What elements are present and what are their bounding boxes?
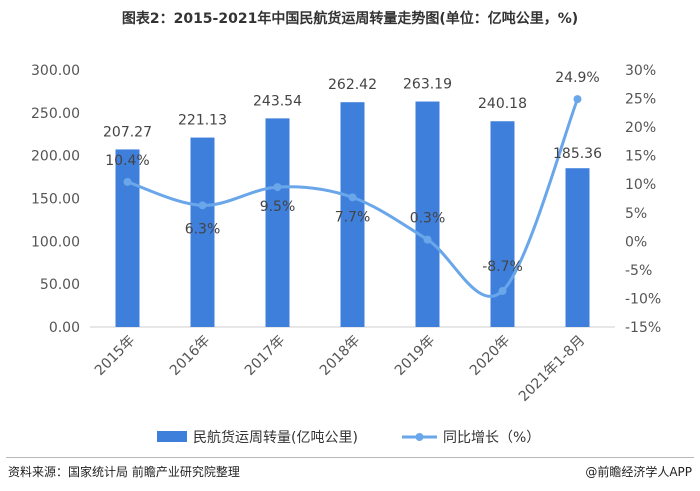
growth-value-label: 0.3% [410, 211, 446, 227]
x-tick-label: 2016年 [167, 333, 213, 379]
y-right-tick-label: 15% [625, 149, 656, 165]
growth-point [573, 95, 582, 104]
bar [115, 149, 140, 327]
bar-value-label: 243.54 [253, 93, 302, 109]
x-tick-label: 2017年 [242, 333, 288, 379]
y-right-tick-label: 0% [625, 234, 647, 250]
y-left-tick-label: 100.00 [31, 234, 80, 250]
bar-value-label: 262.42 [328, 77, 377, 93]
y-right-tick-label: 25% [625, 92, 656, 108]
y-right-tick-label: 5% [625, 206, 647, 222]
y-left-tick-label: 50.00 [40, 277, 80, 293]
growth-point [498, 287, 507, 296]
growth-point [273, 183, 282, 192]
legend-line-marker [415, 433, 424, 441]
bar-value-label: 240.18 [478, 96, 527, 112]
x-tick-label: 2020年 [467, 333, 513, 379]
x-tick-label: 2018年 [317, 333, 363, 379]
growth-point [423, 235, 432, 244]
x-tick-label: 2021年1-8月 [516, 333, 588, 405]
bar [190, 137, 215, 327]
y-left-tick-label: 150.00 [31, 192, 80, 208]
x-tick-label: 2019年 [392, 333, 438, 379]
data-labels: 207.27 221.13 243.54 262.42 263.19 240.18 185.… [103, 70, 602, 275]
bar-value-label: 221.13 [178, 113, 227, 129]
x-tick-label: 2015年 [92, 333, 138, 379]
y-left-tick-label: 0.00 [49, 320, 80, 336]
legend: 民航货运周转量(亿吨公里) 同比增长（%） [157, 429, 540, 446]
growth-point [198, 201, 207, 210]
growth-line-path [127, 98, 579, 298]
bar [415, 101, 440, 327]
bar [565, 168, 590, 327]
y-right-tick-label: -10% [625, 291, 661, 307]
bar [265, 118, 290, 327]
growth-value-label: 9.5% [260, 199, 296, 215]
chart-title: 图表2：2015-2021年中国民航货运周转量走势图(单位：亿吨公里，%) [121, 11, 579, 27]
bars [115, 101, 590, 328]
footer-divider [6, 457, 694, 458]
growth-point [348, 193, 357, 202]
bar-value-label: 207.27 [103, 124, 152, 140]
y-left-tick-label: 250.00 [31, 106, 80, 122]
y-left-tick-label: 200.00 [31, 149, 80, 165]
brand-credit: @前瞻经济学人APP [585, 465, 692, 479]
bar-value-label: 185.36 [553, 146, 602, 162]
legend-line-label: 同比增长（%） [443, 430, 540, 446]
y-right-tick-label: -15% [625, 320, 661, 336]
y-right-tick-label: 10% [625, 177, 656, 193]
y-left-tick-label: 300.00 [31, 63, 80, 79]
growth-value-label: 10.4% [105, 153, 149, 169]
bar [340, 102, 365, 327]
growth-value-label: -8.7% [482, 259, 523, 275]
growth-value-label: 6.3% [185, 221, 221, 237]
growth-line [123, 95, 582, 298]
growth-value-label: 7.7% [335, 209, 371, 225]
y-right-tick-label: 30% [625, 63, 656, 79]
growth-point [123, 177, 132, 186]
y-right-tick-label: -5% [625, 263, 652, 279]
legend-bar-swatch [157, 431, 187, 442]
growth-value-label: 24.9% [555, 70, 599, 86]
legend-bar-label: 民航货运周转量(亿吨公里) [193, 429, 358, 446]
bar-value-label: 263.19 [403, 77, 452, 93]
source-note: 资料来源：国家统计局 前瞻产业研究院整理 [8, 465, 240, 479]
y-right-tick-label: 20% [625, 120, 656, 136]
